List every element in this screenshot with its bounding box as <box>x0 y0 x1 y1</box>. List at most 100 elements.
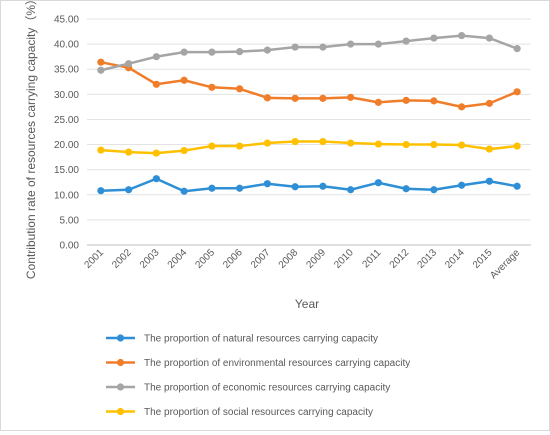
data-point <box>319 94 327 102</box>
data-point <box>485 99 493 107</box>
data-point <box>208 142 216 150</box>
data-point <box>319 137 327 146</box>
data-point <box>430 186 438 194</box>
series-group <box>97 58 521 111</box>
data-point <box>180 187 188 195</box>
data-point <box>430 140 438 149</box>
data-point <box>347 93 355 101</box>
y-axis-ticks: 0.00 5.00 10.00 15.00 20.00 25.00 30.00 35.00 40… <box>54 15 79 252</box>
x-tick-label: 2005 <box>193 247 217 271</box>
series-line <box>100 60 518 109</box>
data-point <box>485 177 493 185</box>
y-tick-label: 20.00 <box>54 140 79 151</box>
y-tick-label: 0.00 <box>60 241 80 252</box>
data-point <box>402 37 410 45</box>
data-point <box>208 184 216 192</box>
data-point <box>263 139 271 147</box>
data-point <box>402 96 410 104</box>
legend: The proportion of natural resources carr… <box>106 334 410 418</box>
x-tick-label: 2001 <box>82 247 106 271</box>
data-point <box>152 175 160 183</box>
data-point <box>402 140 410 149</box>
data-point <box>347 139 355 147</box>
data-point <box>208 83 216 91</box>
data-point <box>152 149 160 157</box>
legend-label: The proportion of social resources carry… <box>144 407 373 418</box>
data-point <box>97 58 105 66</box>
y-tick-label: 45.00 <box>54 15 79 26</box>
legend-swatch-marker <box>116 334 125 342</box>
data-point <box>97 146 105 154</box>
series-line <box>100 34 518 72</box>
data-point <box>485 34 493 42</box>
x-tick-label: Average <box>488 247 522 281</box>
series-layer <box>97 31 521 195</box>
x-tick-label: 2002 <box>110 247 134 271</box>
data-point <box>236 48 244 56</box>
legend-label: The proportion of economic resources car… <box>144 383 390 394</box>
data-point <box>291 137 299 146</box>
legend-label: The proportion of natural resources carr… <box>144 334 378 345</box>
data-point <box>458 31 466 40</box>
data-point <box>180 146 188 155</box>
legend-item: The proportion of natural resources carr… <box>106 334 378 345</box>
data-point <box>430 34 438 42</box>
legend-swatch-marker <box>116 383 125 391</box>
data-point <box>125 148 133 156</box>
data-point <box>374 98 382 106</box>
series-group <box>97 175 521 195</box>
data-point <box>347 40 355 48</box>
data-point <box>458 181 466 189</box>
data-point <box>180 76 188 84</box>
gridlines <box>87 18 531 246</box>
y-tick-label: 5.00 <box>60 215 80 226</box>
data-point <box>513 142 521 150</box>
x-tick-label: 2014 <box>443 247 467 271</box>
legend-swatch-marker <box>116 407 125 416</box>
data-point <box>208 48 216 56</box>
data-point <box>458 103 466 111</box>
data-point <box>236 184 244 192</box>
x-tick-label: 2004 <box>166 247 190 271</box>
y-tick-label: 25.00 <box>54 115 79 126</box>
data-point <box>513 182 521 190</box>
data-point <box>152 80 160 88</box>
data-point <box>319 43 327 51</box>
data-point <box>180 48 188 56</box>
data-point <box>263 46 271 54</box>
data-point <box>291 43 299 51</box>
data-point <box>97 66 105 74</box>
data-point <box>263 94 271 102</box>
x-tick-label: 2010 <box>332 247 356 271</box>
data-point <box>402 185 410 193</box>
legend-item: The proportion of economic resources car… <box>106 383 390 394</box>
data-point <box>152 53 160 61</box>
x-tick-label: 2012 <box>388 247 412 271</box>
data-point <box>291 94 299 102</box>
x-axis-title: Year <box>295 297 319 311</box>
data-point <box>319 182 327 190</box>
data-point <box>291 183 299 191</box>
data-point <box>485 145 493 153</box>
legend-swatch-marker <box>116 358 125 367</box>
y-tick-label: 35.00 <box>54 65 79 76</box>
data-point <box>347 186 355 194</box>
data-point <box>125 186 133 194</box>
series-group <box>97 137 521 157</box>
x-tick-label: 2013 <box>415 247 439 271</box>
data-point <box>236 142 244 150</box>
x-tick-label: 2011 <box>361 247 384 270</box>
data-point <box>374 179 382 187</box>
data-point <box>458 141 466 149</box>
data-point <box>513 45 521 53</box>
x-axis-ticks: 2001 2002 2003 2004 2005 2006 2007 2008 2009 2010… <box>82 247 522 281</box>
data-point <box>263 180 271 188</box>
y-tick-label: 30.00 <box>54 90 79 101</box>
y-axis-title: Contribution rate of resources carrying … <box>24 1 38 279</box>
x-tick-label: 2006 <box>221 247 245 271</box>
x-tick-label: 2009 <box>304 247 328 271</box>
legend-item: The proportion of environmental resource… <box>106 358 410 369</box>
data-point <box>430 97 438 105</box>
